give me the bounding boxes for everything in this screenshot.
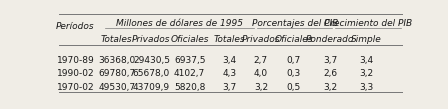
Text: Totales: Totales bbox=[214, 35, 246, 44]
Text: 3,4: 3,4 bbox=[360, 56, 374, 65]
Text: Ponderado: Ponderado bbox=[306, 35, 354, 44]
Text: 4,3: 4,3 bbox=[223, 69, 237, 78]
Text: 65678,0: 65678,0 bbox=[133, 69, 170, 78]
Text: 3,2: 3,2 bbox=[254, 83, 268, 92]
Text: Privados: Privados bbox=[132, 35, 171, 44]
Text: 2,6: 2,6 bbox=[323, 69, 337, 78]
Text: 1990-02: 1990-02 bbox=[56, 69, 94, 78]
Text: 3,7: 3,7 bbox=[323, 56, 337, 65]
Text: 0,5: 0,5 bbox=[287, 83, 301, 92]
Text: 3,2: 3,2 bbox=[323, 83, 337, 92]
Text: Totales: Totales bbox=[101, 35, 133, 44]
Text: Millones de dólares de 1995: Millones de dólares de 1995 bbox=[116, 19, 243, 28]
Text: Oficiales: Oficiales bbox=[275, 35, 313, 44]
Text: 1970-89: 1970-89 bbox=[56, 56, 95, 65]
Text: Simple: Simple bbox=[351, 35, 382, 44]
Text: 1970-02: 1970-02 bbox=[56, 83, 94, 92]
Text: 43709,9: 43709,9 bbox=[133, 83, 170, 92]
Text: Porcentajes del PIB: Porcentajes del PIB bbox=[252, 19, 338, 28]
Text: 5820,8: 5820,8 bbox=[174, 83, 205, 92]
Text: 3,7: 3,7 bbox=[223, 83, 237, 92]
Text: 4102,7: 4102,7 bbox=[174, 69, 205, 78]
Text: 3,2: 3,2 bbox=[360, 69, 374, 78]
Text: 29430,5: 29430,5 bbox=[133, 56, 170, 65]
Text: Oficiales: Oficiales bbox=[170, 35, 209, 44]
Text: 3,4: 3,4 bbox=[223, 56, 237, 65]
Text: Períodos: Períodos bbox=[56, 22, 95, 31]
Text: 4,0: 4,0 bbox=[254, 69, 268, 78]
Text: 6937,5: 6937,5 bbox=[174, 56, 206, 65]
Text: 3,3: 3,3 bbox=[360, 83, 374, 92]
Text: 36368,0: 36368,0 bbox=[98, 56, 135, 65]
Text: 2,7: 2,7 bbox=[254, 56, 268, 65]
Text: 49530,7: 49530,7 bbox=[98, 83, 135, 92]
Text: 0,3: 0,3 bbox=[287, 69, 301, 78]
Text: 0,7: 0,7 bbox=[287, 56, 301, 65]
Text: Privados: Privados bbox=[241, 35, 280, 44]
Text: 69780,7: 69780,7 bbox=[98, 69, 135, 78]
Text: Crecimiento del PIB: Crecimiento del PIB bbox=[324, 19, 413, 28]
